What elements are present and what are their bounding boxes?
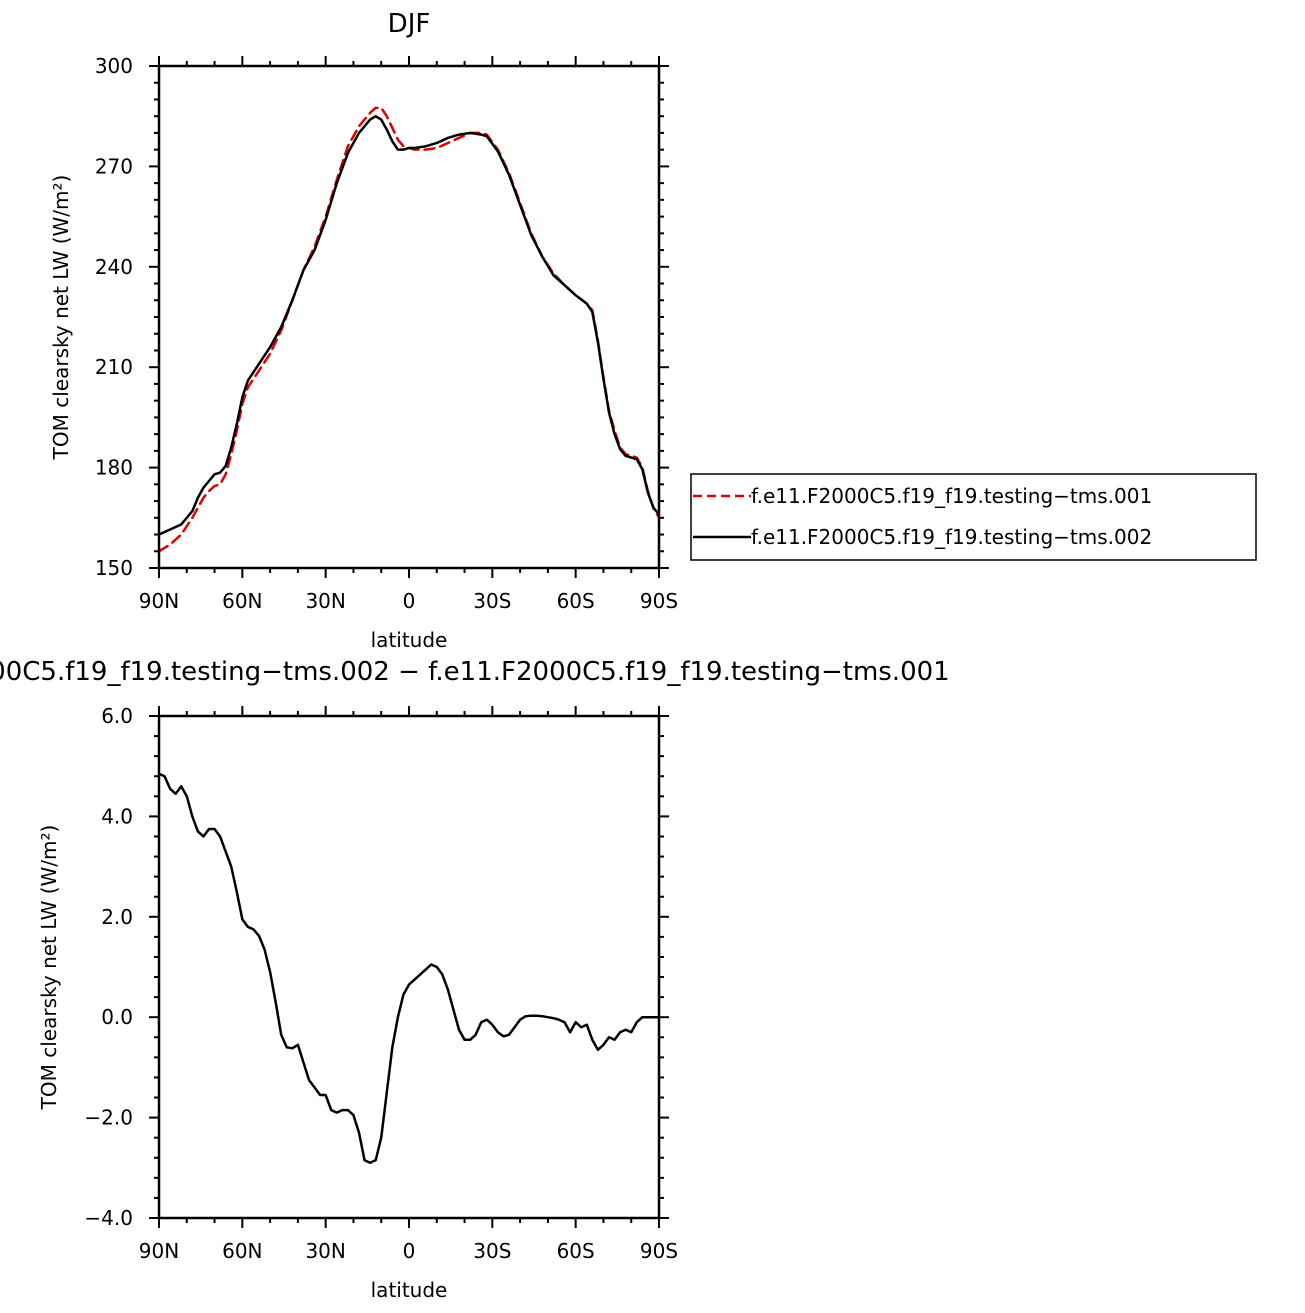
bottom-y-tick-label: −4.0 (84, 1206, 133, 1230)
bottom-x-tick-label: 30N (305, 1239, 345, 1263)
bottom-x-tick-label: 90S (640, 1239, 678, 1263)
top-x-tick-label: 30S (473, 589, 511, 613)
bottom-axis-ticks (149, 706, 669, 1228)
top-y-tick-labels: 150 180 210 240 270 300 (95, 54, 133, 580)
top-y-axis-title: TOM clearsky net LW (W/m²) (49, 175, 73, 461)
top-x-axis-title: latitude (371, 628, 448, 652)
top-series-lines (159, 106, 659, 553)
top-x-tick-label: 30N (305, 589, 345, 613)
bottom-y-tick-label: 6.0 (101, 704, 133, 728)
bottom-y-axis-title: TOM clearsky net LW (W/m²) (37, 825, 61, 1111)
top-y-tick-label: 300 (95, 54, 133, 78)
bottom-y-tick-label: 4.0 (101, 804, 133, 828)
bottom-panel: f.e11.F2000C5.f19_f19.testing−tms.002 − … (0, 657, 950, 1302)
bottom-panel-title: f.e11.F2000C5.f19_f19.testing−tms.002 − … (0, 657, 950, 687)
bottom-y-tick-labels: −4.0 −2.0 0.0 2.0 4.0 6.0 (84, 704, 133, 1230)
top-x-tick-label: 90N (139, 589, 179, 613)
bottom-y-tick-label: −2.0 (84, 1106, 133, 1130)
bottom-x-tick-labels: 90N 60N 30N 0 30S 60S 90S (139, 1239, 678, 1263)
top-series-line-2 (159, 114, 659, 536)
bottom-series-lines (159, 772, 659, 1165)
bottom-plot-frame (157, 714, 661, 1220)
top-x-tick-label: 60N (222, 589, 262, 613)
top-y-tick-label: 180 (95, 456, 133, 480)
top-x-tick-label: 60S (557, 589, 595, 613)
bottom-series-line-1 (159, 772, 659, 1165)
top-panel: DJF TOM clearsky net LW (W/m²) latitude … (49, 9, 678, 652)
bottom-x-axis-title: latitude (371, 1278, 448, 1302)
top-plot-frame (157, 64, 661, 570)
top-y-tick-label: 240 (95, 255, 133, 279)
bottom-y-tick-label: 2.0 (101, 905, 133, 929)
legend: f.e11.F2000C5.f19_f19.testing−tms.001 f.… (690, 473, 1257, 561)
top-axis-ticks (149, 56, 669, 578)
top-y-tick-label: 150 (95, 556, 133, 580)
top-y-tick-label: 210 (95, 355, 133, 379)
bottom-x-tick-label: 30S (473, 1239, 511, 1263)
bottom-x-tick-label: 60N (222, 1239, 262, 1263)
top-x-tick-label: 0 (403, 589, 416, 613)
bottom-y-tick-label: 0.0 (101, 1005, 133, 1029)
bottom-x-tick-label: 60S (557, 1239, 595, 1263)
top-x-tick-label: 90S (640, 589, 678, 613)
top-panel-title: DJF (388, 9, 431, 39)
legend-label-series-002: f.e11.F2000C5.f19_f19.testing−tms.002 (751, 525, 1152, 549)
legend-label-series-001: f.e11.F2000C5.f19_f19.testing−tms.001 (751, 484, 1152, 508)
top-series-line-1 (159, 106, 659, 553)
bottom-x-tick-label: 0 (403, 1239, 416, 1263)
bottom-x-tick-label: 90N (139, 1239, 179, 1263)
legend-box (690, 473, 1257, 561)
top-y-tick-label: 270 (95, 154, 133, 178)
top-x-tick-labels: 90N 60N 30N 0 30S 60S 90S (139, 589, 678, 613)
